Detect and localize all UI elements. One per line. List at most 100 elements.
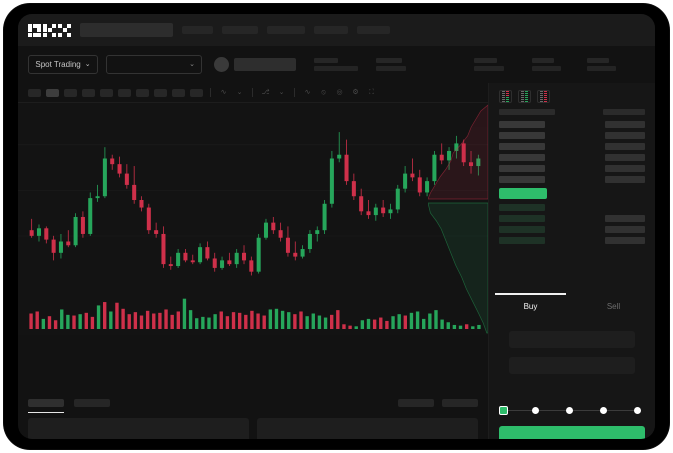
ob-ask-price — [499, 132, 545, 139]
stat-24h-change — [314, 58, 358, 71]
app-screen: Spot Trading ⌄ ⌄ — [18, 14, 655, 439]
indicator-icon[interactable]: ∿ — [220, 89, 227, 96]
chart-style-chevron-icon[interactable]: ⌄ — [278, 89, 285, 96]
table-row[interactable] — [499, 130, 645, 141]
trading-pair-dropdown[interactable]: ⌄ — [106, 55, 202, 74]
timeframe-button-7[interactable] — [136, 88, 149, 97]
okx-logo-glyph — [28, 23, 41, 37]
percent-step-50[interactable] — [566, 407, 573, 414]
ob-view-both[interactable] — [499, 90, 512, 103]
footer-tab-depth[interactable] — [74, 399, 110, 407]
candlestick-pane — [18, 132, 488, 276]
bottom-order-fields — [18, 418, 488, 439]
timeframe-button-1[interactable] — [28, 88, 41, 97]
stat-value — [532, 66, 561, 71]
stat-label — [376, 58, 402, 63]
okx-logo[interactable] — [28, 23, 71, 37]
ob-ask-amount — [605, 143, 645, 150]
timeframe-button-10[interactable] — [190, 88, 203, 97]
stat-label — [474, 58, 497, 63]
percent-step-25[interactable] — [532, 407, 539, 414]
ob-toggle-lines — [521, 91, 524, 102]
ob-toggle-bars — [543, 91, 547, 102]
line-tool-icon[interactable]: ∿ — [304, 89, 311, 96]
table-row[interactable] — [499, 224, 645, 235]
nav-item-5[interactable] — [357, 26, 390, 34]
table-row[interactable] — [499, 152, 645, 163]
tablet-device-frame: Spot Trading ⌄ ⌄ — [4, 4, 669, 449]
market-sub-header: Spot Trading ⌄ ⌄ — [18, 46, 655, 83]
ob-view-bids[interactable] — [518, 90, 531, 103]
ob-bid-price — [499, 204, 545, 211]
ob-bid-price — [499, 226, 545, 233]
order-book-panel: Buy Sell — [488, 83, 655, 439]
footer-control-1[interactable] — [398, 399, 434, 407]
footer-tab-trading-view[interactable] — [28, 399, 64, 413]
ob-toggle-bars — [524, 91, 528, 102]
timeframe-button-8[interactable] — [154, 88, 167, 97]
timeframe-button-2[interactable] — [46, 88, 59, 97]
table-row[interactable] — [499, 202, 645, 213]
depth-chart-overlay — [428, 104, 488, 334]
nav-item-1[interactable] — [182, 26, 213, 34]
table-row[interactable] — [499, 235, 645, 246]
percent-slider-handle[interactable] — [499, 406, 508, 415]
stat-24h-low — [474, 58, 504, 71]
timeframe-button-5[interactable] — [100, 88, 113, 97]
footer-right-controls — [398, 399, 478, 407]
candle-type-icon[interactable]: ⎇ — [261, 89, 270, 96]
fullscreen-icon[interactable]: ⛶ — [369, 89, 374, 96]
ob-view-asks[interactable] — [537, 90, 550, 103]
compare-icon[interactable]: ⌄ — [236, 89, 243, 96]
timeframe-button-4[interactable] — [82, 88, 95, 97]
tab-buy[interactable]: Buy — [489, 293, 572, 319]
ob-header-amount — [603, 109, 645, 115]
chart-footer-tabs — [18, 390, 488, 416]
stat-label — [587, 58, 609, 63]
tab-sell[interactable]: Sell — [572, 293, 655, 319]
global-search-input[interactable] — [80, 23, 173, 37]
market-type-label: Spot Trading — [35, 60, 81, 69]
stat-24h-volume — [532, 58, 561, 71]
percent-slider[interactable] — [499, 406, 645, 416]
order-price-input[interactable] — [509, 331, 635, 348]
stat-value — [587, 66, 616, 71]
stat-label — [314, 58, 338, 63]
last-price-highlight — [499, 188, 547, 199]
timeframe-button-6[interactable] — [118, 88, 131, 97]
volume-pane — [29, 298, 481, 329]
table-row[interactable] — [499, 119, 645, 130]
percent-step-75[interactable] — [600, 407, 607, 414]
ob-bid-amount — [605, 237, 645, 244]
settings-gear-icon[interactable]: ⚙ — [352, 89, 359, 96]
ob-bid-amount — [605, 226, 645, 233]
top-navigation-bar — [18, 14, 655, 46]
ob-ask-amount — [605, 121, 645, 128]
table-row[interactable] — [499, 174, 645, 185]
okx-logo-glyph-3 — [58, 23, 71, 37]
ob-ask-amount — [605, 176, 645, 183]
stat-value — [376, 66, 406, 71]
stat-24h-turnover — [587, 58, 616, 71]
nav-item-4[interactable] — [314, 26, 348, 34]
ob-ask-amount — [605, 132, 645, 139]
timeframe-button-9[interactable] — [172, 88, 185, 97]
table-row[interactable] — [499, 213, 645, 224]
table-row[interactable] — [499, 163, 645, 174]
footer-control-2[interactable] — [442, 399, 478, 407]
percent-step-100[interactable] — [634, 407, 641, 414]
timeframe-button-3[interactable] — [64, 88, 77, 97]
ob-toggle-bars — [505, 91, 509, 102]
order-amount-input[interactable] — [509, 357, 635, 374]
trade-side-tabs: Buy Sell — [489, 293, 655, 319]
market-type-dropdown[interactable]: Spot Trading ⌄ — [28, 55, 98, 74]
snapshot-icon[interactable]: ◎ — [336, 89, 343, 96]
order-field-left[interactable] — [28, 418, 249, 439]
nav-item-2[interactable] — [222, 26, 258, 34]
submit-order-button[interactable] — [499, 426, 645, 439]
order-field-right[interactable] — [257, 418, 478, 439]
nav-item-3[interactable] — [267, 26, 305, 34]
magnet-icon[interactable]: ⦸ — [321, 89, 326, 96]
table-row[interactable] — [499, 141, 645, 152]
price-chart[interactable] — [18, 103, 488, 335]
